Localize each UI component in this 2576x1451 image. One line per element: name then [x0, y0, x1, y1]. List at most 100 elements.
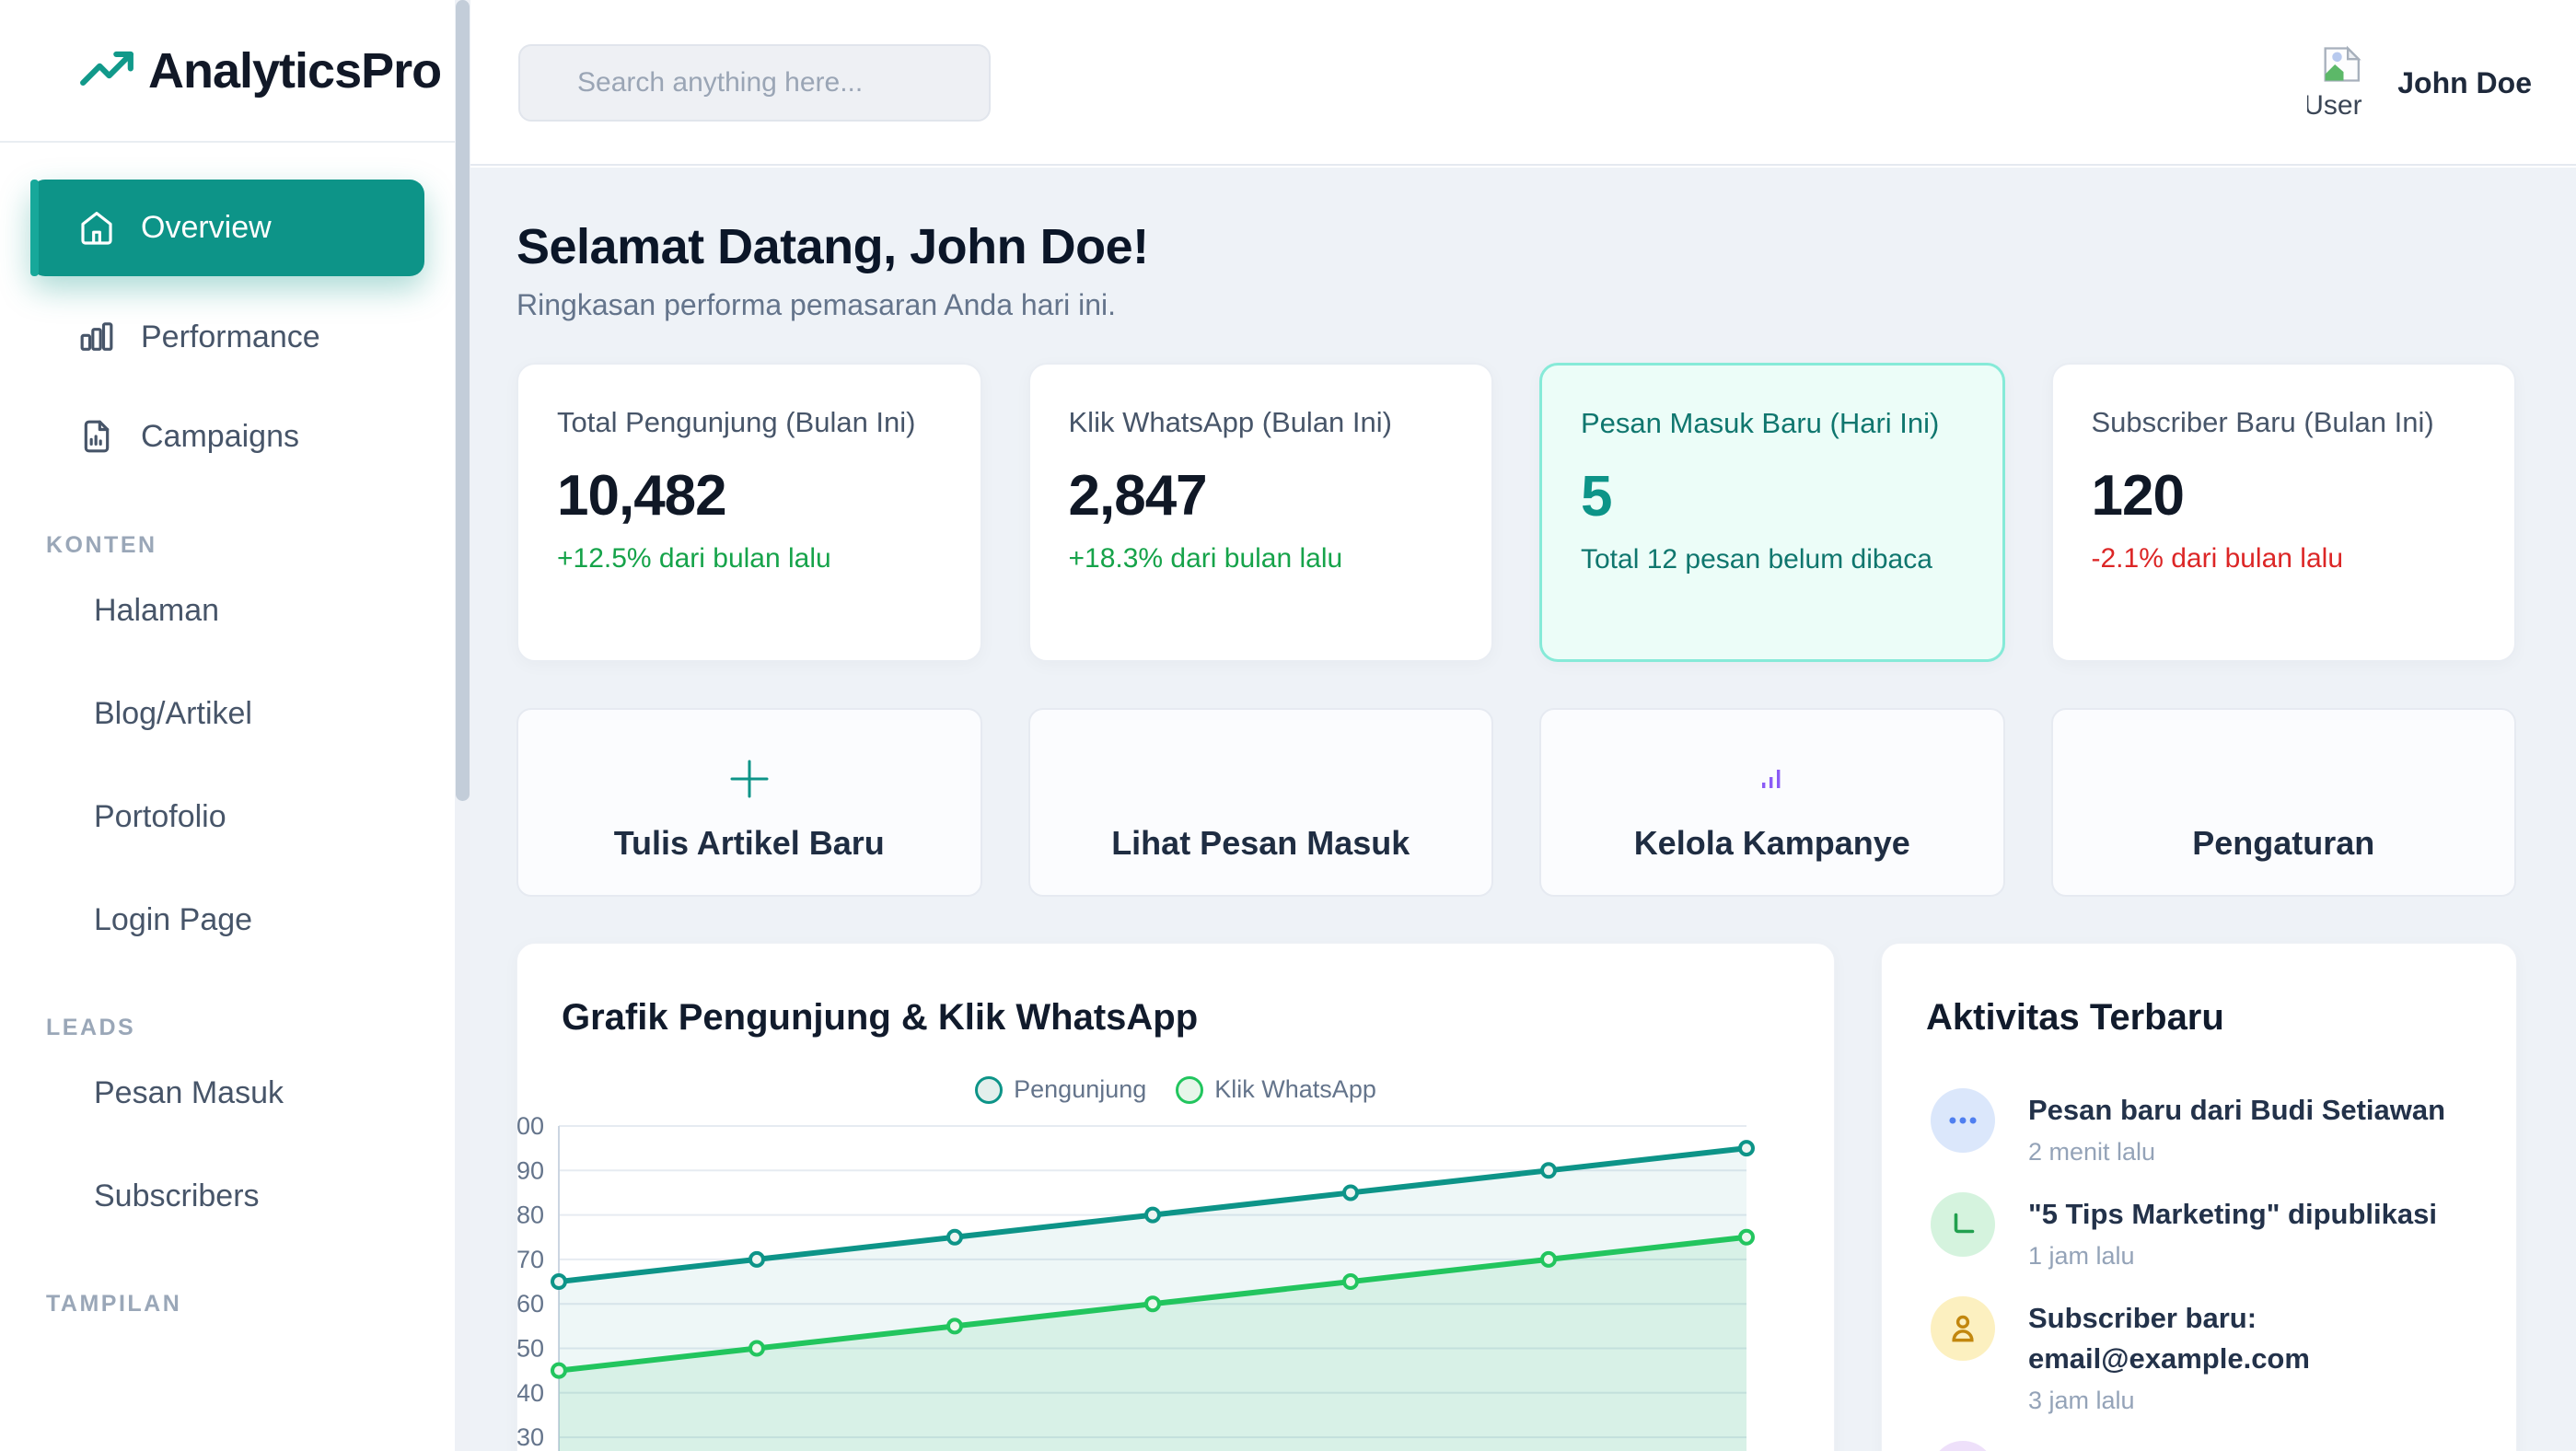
sidebar-item-label: Campaigns: [141, 418, 299, 454]
sidebar-nav: Overview Performance Campaigns KONTEN Ha…: [0, 180, 455, 1320]
topbar: User John Doe: [470, 0, 2576, 166]
sidebar-section-tampilan: TAMPILAN: [46, 1290, 182, 1317]
mini-bar-chart-icon: [1761, 770, 1781, 788]
svg-text:30: 30: [517, 1423, 544, 1451]
stat-card-subscriber-baru: Subscriber Baru (Bulan Ini) 120 -2.1% da…: [2050, 363, 2516, 662]
check-circle-icon: [1931, 1441, 1995, 1451]
sidebar-item-overview[interactable]: Overview: [30, 180, 424, 276]
action-label: Tulis Artikel Baru: [613, 824, 885, 862]
activity-item-title: "5 Tips Marketing" dipublikasi: [2028, 1198, 2437, 1230]
sidebar-item-portofolio[interactable]: Portofolio: [94, 798, 226, 834]
sidebar-item-label: Performance: [141, 319, 320, 354]
svg-text:40: 40: [517, 1379, 544, 1407]
stat-value: 10,482: [557, 464, 727, 528]
activity-item-title: Subscriber baru: email@example.com: [2028, 1302, 2310, 1375]
home-icon: [81, 211, 112, 245]
sidebar-section-leads: LEADS: [46, 1014, 136, 1040]
activity-list: Pesan baru dari Budi Setiawan 2 menit la…: [1882, 1039, 2516, 1451]
legend-klik-whatsapp: Klik WhatsApp: [1176, 1075, 1376, 1104]
stat-delta: +12.5% dari bulan lalu: [557, 543, 831, 574]
activity-title: Aktivitas Terbaru: [1926, 997, 2224, 1038]
person-icon: [1931, 1296, 1995, 1361]
svg-text:100: 100: [517, 1113, 544, 1140]
page-title: Selamat Datang, John Doe!: [516, 219, 1149, 274]
activity-item-pesan-baru[interactable]: Pesan baru dari Budi Setiawan 2 menit la…: [1931, 1088, 2470, 1167]
stat-title: Pesan Masuk Baru (Hari Ini): [1581, 407, 1940, 439]
stats-row: Total Pengunjung (Bulan Ini) 10,482 +12.…: [516, 363, 2516, 662]
stat-card-total-pengunjung: Total Pengunjung (Bulan Ini) 10,482 +12.…: [516, 363, 982, 662]
legend-dot-green-icon: [1176, 1075, 1204, 1104]
legend-label: Pengunjung: [1014, 1075, 1147, 1103]
user-name: John Doe: [2397, 65, 2532, 99]
action-label: Kelola Kampanye: [1633, 824, 1910, 862]
activity-item-testimoni[interactable]: Testimoni baru dari Siti Aminah Kemarin: [1931, 1441, 2470, 1451]
file-chart-icon: [84, 420, 110, 453]
activity-item-time: 2 menit lalu: [2028, 1138, 2156, 1166]
activity-item-title: Testimoni baru dari Siti Aminah: [2028, 1443, 2454, 1451]
sidebar-item-halaman[interactable]: Halaman: [94, 592, 220, 628]
svg-text:50: 50: [517, 1335, 544, 1363]
stat-delta: Total 12 pesan belum dibaca: [1581, 544, 1932, 575]
action-label: Lihat Pesan Masuk: [1111, 824, 1410, 862]
sidebar-item-pesan-masuk[interactable]: Pesan Masuk: [94, 1074, 284, 1110]
stat-card-pesan-masuk-baru: Pesan Masuk Baru (Hari Ini) 5 Total 12 p…: [1539, 363, 2005, 662]
sidebar-item-login-page[interactable]: Login Page: [94, 901, 253, 937]
svg-text:60: 60: [517, 1290, 544, 1318]
activity-card: Aktivitas Terbaru Pesan baru dari Budi S…: [1881, 943, 2517, 1451]
bottom-row: Grafik Pengunjung & Klik WhatsApp Pengun…: [516, 943, 2517, 1451]
stat-title: Subscriber Baru (Bulan Ini): [2091, 406, 2434, 438]
activity-item-title: Pesan baru dari Budi Setiawan: [2028, 1094, 2446, 1126]
bar-chart-icon: [80, 322, 113, 351]
sidebar-item-performance[interactable]: Performance: [30, 304, 424, 370]
brand-name: AnalyticsPro: [148, 42, 442, 99]
kelola-kampanye-button[interactable]: Kelola Kampanye: [1539, 708, 2005, 897]
stat-value: 5: [1581, 465, 1612, 528]
search-input[interactable]: [518, 44, 991, 122]
legend-label: Klik WhatsApp: [1214, 1075, 1376, 1103]
action-label: Pengaturan: [2192, 824, 2375, 862]
stat-title: Total Pengunjung (Bulan Ini): [557, 406, 916, 438]
corner-publish-icon: [1931, 1192, 1995, 1257]
message-dots-icon: [1931, 1088, 1995, 1153]
broken-image-icon: [2324, 45, 2361, 82]
svg-text:90: 90: [517, 1156, 544, 1184]
sidebar-item-blog-artikel[interactable]: Blog/Artikel: [94, 695, 252, 731]
sidebar-scrollbar-track: [455, 0, 470, 1451]
avatar: User: [2307, 29, 2372, 136]
svg-text:70: 70: [517, 1246, 544, 1273]
svg-text:80: 80: [517, 1201, 544, 1229]
main-content: Selamat Datang, John Doe! Ringkasan perf…: [470, 168, 2576, 1451]
avatar-alt-text: User: [2307, 90, 2362, 121]
line-chart: 100 90 80 70 60 50 40 30: [517, 1113, 1755, 1451]
stat-value: 2,847: [1068, 464, 1208, 528]
stat-card-klik-whatsapp: Klik WhatsApp (Bulan Ini) 2,847 +18.3% d…: [1027, 363, 1493, 662]
lihat-pesan-masuk-button[interactable]: Lihat Pesan Masuk: [1027, 708, 1493, 897]
activity-item-time: 1 jam lalu: [2028, 1242, 2135, 1270]
activity-item-time: 3 jam lalu: [2028, 1387, 2135, 1414]
sidebar-item-subscribers[interactable]: Subscribers: [94, 1178, 260, 1213]
chart-card: Grafik Pengunjung & Klik WhatsApp Pengun…: [516, 943, 1835, 1451]
sidebar-scrollbar-thumb[interactable]: [456, 0, 470, 801]
chart-legend: Pengunjung Klik WhatsApp: [517, 1075, 1834, 1104]
stat-value: 120: [2091, 464, 2185, 528]
chart-title: Grafik Pengunjung & Klik WhatsApp: [562, 997, 1199, 1038]
plus-icon: [730, 760, 769, 798]
stat-delta: -2.1% dari bulan lalu: [2091, 543, 2344, 574]
sidebar-section-konten: KONTEN: [46, 531, 157, 558]
quick-actions-row: Tulis Artikel Baru Lihat Pesan Masuk Kel…: [516, 708, 2516, 897]
activity-item-subscriber-baru[interactable]: Subscriber baru: email@example.com 3 jam…: [1931, 1296, 2470, 1415]
user-menu[interactable]: User John Doe: [2307, 26, 2532, 140]
sidebar-item-label: Overview: [141, 210, 272, 245]
pengaturan-button[interactable]: Pengaturan: [2050, 708, 2516, 897]
activity-item-dipublikasi[interactable]: "5 Tips Marketing" dipublikasi 1 jam lal…: [1931, 1192, 2470, 1271]
legend-pengunjung: Pengunjung: [975, 1075, 1146, 1104]
stat-delta: +18.3% dari bulan lalu: [1068, 543, 1343, 574]
sidebar: AnalyticsPro Overview Performance: [0, 0, 455, 1451]
trending-up-icon: [80, 51, 133, 86]
legend-dot-teal-icon: [975, 1075, 1004, 1104]
brand-logo: AnalyticsPro: [0, 0, 455, 143]
sidebar-item-campaigns[interactable]: Campaigns: [30, 403, 424, 470]
tulis-artikel-baru-button[interactable]: Tulis Artikel Baru: [516, 708, 982, 897]
stat-title: Klik WhatsApp (Bulan Ini): [1068, 406, 1392, 438]
page-subtitle: Ringkasan performa pemasaran Anda hari i…: [516, 288, 1117, 321]
